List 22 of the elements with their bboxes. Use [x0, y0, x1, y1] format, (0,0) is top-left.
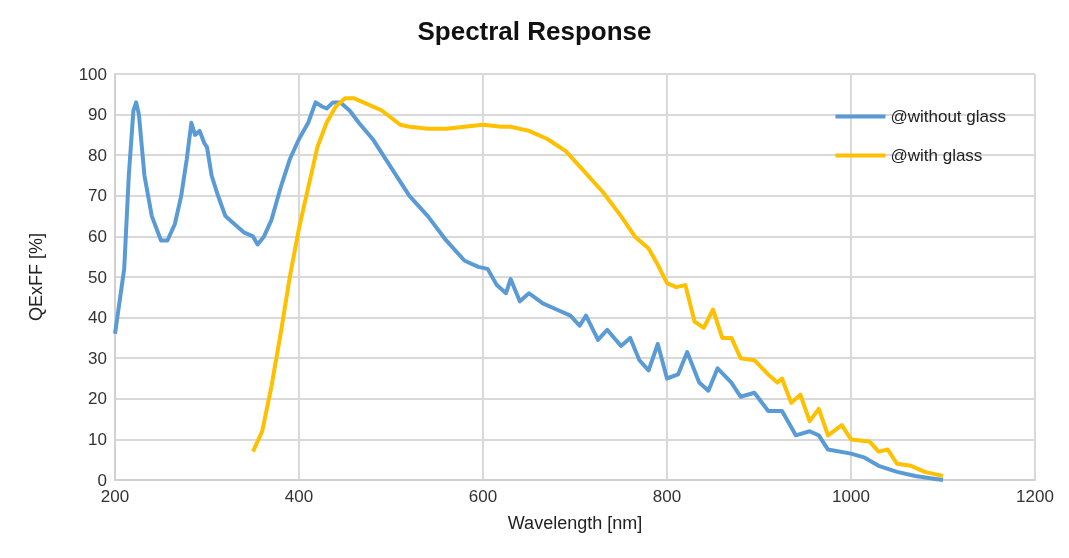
y-tick-label: 90	[88, 105, 107, 125]
x-axis-title: Wavelength [nm]	[507, 513, 643, 533]
x-tick-label: 400	[284, 487, 314, 506]
x-tick-label: 600	[468, 487, 498, 506]
y-tick-label: 0	[97, 470, 107, 490]
y-tick-label: 20	[88, 389, 107, 409]
y-tick-label: 70	[88, 186, 107, 206]
y-tick-label: 60	[88, 226, 107, 246]
x-tick-label: 1200	[1016, 487, 1054, 506]
y-tick-label: 100	[78, 64, 107, 84]
y-tick-label: 10	[88, 429, 107, 449]
chart-title: Spectral Response	[417, 16, 652, 46]
y-tick-label: 40	[88, 308, 107, 328]
x-tick-label: 1000	[832, 487, 870, 506]
legend-label: @with glass	[890, 146, 983, 165]
legend-label: @without glass	[890, 107, 1006, 126]
x-tick-label: 800	[652, 487, 682, 506]
x-tick-label: 200	[100, 487, 130, 506]
y-tick-label: 80	[88, 145, 107, 165]
y-tick-label: 30	[88, 348, 107, 368]
y-axis-title: QExFF [%]	[26, 232, 46, 322]
y-tick-label: 50	[88, 267, 107, 287]
